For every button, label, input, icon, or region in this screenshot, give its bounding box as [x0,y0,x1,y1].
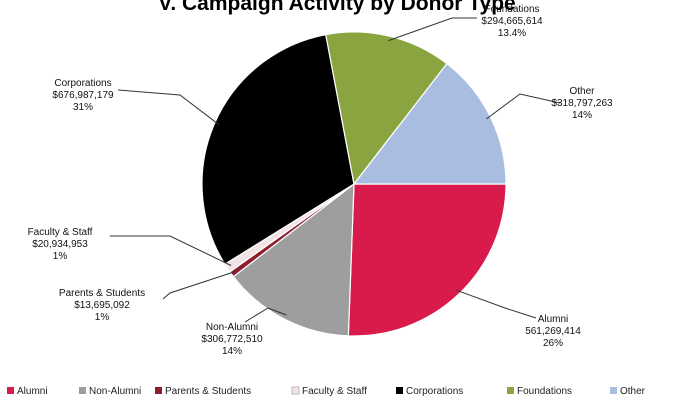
chart-title: V. Campaign Activity by Donor Type [158,0,515,15]
slice-label-value-parents-and-students: $13,695,092 [74,300,130,311]
slice-label-name-other: Other [569,86,595,97]
slice-label-percent-faculty-and-staff: 1% [53,251,68,262]
legend: Alumni Non-Alumni Parents & Students Facult… [7,386,646,397]
leader-line-alumni [456,289,537,319]
slice-label-percent-foundations: 13.4% [498,28,526,39]
leader-line-parents-and-students [162,271,236,300]
legend-item-alumni: Alumni [17,386,48,397]
legend-item-faculty-and-staff: Faculty & Staff [302,386,367,397]
pie-slice-corporations [201,33,355,265]
slice-label-percent-non-alumni: 14% [222,346,242,357]
slice-label-name-alumni: Alumni [538,314,569,325]
slice-label-value-alumni: 561,269,414 [525,326,581,337]
slice-label-percent-other: 14% [572,110,592,121]
pie-slices [201,31,507,337]
legend-item-foundations: Foundations [517,386,572,397]
legend-swatch-corporations [396,387,403,394]
legend-swatch-foundations [507,387,514,394]
pie-slice-non-alumni [232,182,355,337]
legend-swatch-faculty-and-staff [291,386,300,395]
pie-slice-foundations [325,31,448,186]
pie-slice-alumni [347,183,507,337]
slice-label-value-faculty-and-staff: $20,934,953 [32,239,88,250]
slice-label-name-corporations: Corporations [54,78,111,89]
leader-line-faculty-and-staff [110,235,232,266]
legend-item-other: Other [620,386,646,397]
pie-slice-other [352,62,507,185]
slice-label-value-other: $318,797,263 [551,98,613,109]
legend-item-corporations: Corporations [406,386,463,397]
legend-swatch-other [610,387,617,394]
slice-label-value-non-alumni: $306,772,510 [201,334,263,345]
slice-label-percent-parents-and-students: 1% [95,312,110,323]
legend-item-parents-and-students: Parents & Students [165,386,251,397]
slice-label-name-foundations: Foundations [484,4,539,15]
slice-label-name-parents-and-students: Parents & Students [59,288,145,299]
slice-label-name-non-alumni: Non-Alumni [206,322,258,333]
legend-swatch-parents-and-students [155,387,162,394]
leader-line-foundations [388,17,477,42]
leader-line-other [486,93,561,120]
legend-item-non-alumni: Non-Alumni [89,386,141,397]
leader-line-non-alumni [244,307,287,323]
slice-label-percent-alumni: 26% [543,338,563,349]
slice-label-name-faculty-and-staff: Faculty & Staff [28,227,93,238]
slice-label-value-corporations: $676,987,179 [52,90,114,101]
legend-swatch-alumni [7,387,14,394]
leader-lines [110,17,561,323]
slice-label-value-foundations: $294,665,614 [481,16,543,27]
leader-line-corporations [117,89,220,126]
slice-label-percent-corporations: 31% [73,102,93,113]
legend-swatch-non-alumni [79,387,86,394]
